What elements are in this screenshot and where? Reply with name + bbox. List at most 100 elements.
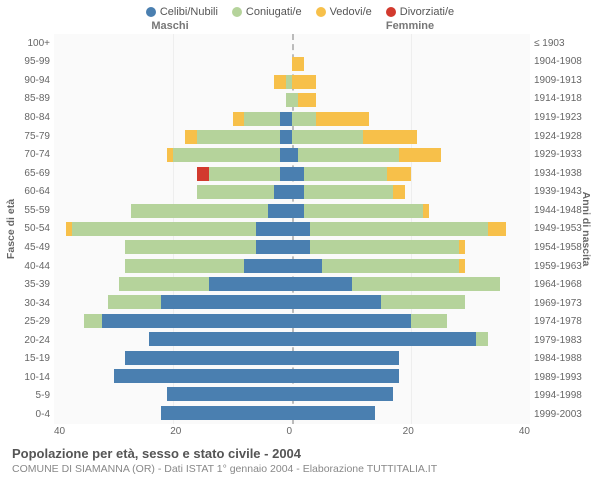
bar-segment-con xyxy=(197,130,280,144)
bar-row xyxy=(292,387,530,401)
xtick: 40 xyxy=(54,426,65,440)
bar-row xyxy=(292,130,530,144)
bar-row xyxy=(54,332,292,346)
bar-segment-con xyxy=(304,185,393,199)
bar-segment-con xyxy=(131,204,268,218)
bar-row xyxy=(54,75,292,89)
legend-swatch xyxy=(232,7,242,17)
age-tick: 80-84 xyxy=(10,112,50,123)
age-tick: 90-94 xyxy=(10,75,50,86)
bar-segment-con xyxy=(292,112,316,126)
bar-segment-cel xyxy=(292,240,310,254)
bar-segment-div xyxy=(197,167,209,181)
bar-segment-cel xyxy=(292,332,476,346)
bar-segment-cel xyxy=(292,314,411,328)
bar-row xyxy=(54,295,292,309)
male-side xyxy=(54,34,292,424)
age-tick: 20-24 xyxy=(10,335,50,346)
bar-segment-con xyxy=(292,130,363,144)
gender-labels: Maschi Femmine xyxy=(10,20,590,32)
bar-segment-con xyxy=(125,240,256,254)
bar-segment-cel xyxy=(292,277,352,291)
bar-segment-cel xyxy=(244,259,292,273)
bar-segment-con xyxy=(298,148,399,162)
year-tick: 1934-1938 xyxy=(534,168,590,179)
bar-segment-ved xyxy=(316,112,370,126)
legend-swatch xyxy=(146,7,156,17)
bar-segment-con xyxy=(84,314,102,328)
year-tick: 1914-1918 xyxy=(534,93,590,104)
bars-area xyxy=(54,34,530,424)
bar-segment-cel xyxy=(167,387,292,401)
bar-segment-cel xyxy=(274,185,292,199)
bar-segment-con xyxy=(108,295,162,309)
bar-segment-cel xyxy=(256,222,292,236)
bar-row xyxy=(54,148,292,162)
age-tick: 10-14 xyxy=(10,372,50,383)
bar-row xyxy=(54,351,292,365)
bar-segment-cel xyxy=(161,295,292,309)
age-tick: 70-74 xyxy=(10,149,50,160)
bar-segment-ved xyxy=(459,240,465,254)
bar-row xyxy=(54,277,292,291)
bar-segment-cel xyxy=(292,387,393,401)
bar-segment-con xyxy=(72,222,256,236)
bar-row xyxy=(292,185,530,199)
year-tick: 1924-1928 xyxy=(534,131,590,142)
bar-row xyxy=(292,259,530,273)
bar-segment-con xyxy=(197,185,274,199)
bar-segment-cel xyxy=(125,351,292,365)
legend-swatch xyxy=(316,7,326,17)
yaxis-right-label: Anni di nascita xyxy=(580,192,592,267)
xticks-male: 40200 xyxy=(54,426,292,440)
bar-segment-con xyxy=(125,259,244,273)
age-tick: 40-44 xyxy=(10,261,50,272)
year-tick: 1984-1988 xyxy=(534,353,590,364)
bar-segment-cel xyxy=(149,332,292,346)
legend-item: Coniugati/e xyxy=(232,6,302,18)
bar-row xyxy=(292,57,530,71)
bar-segment-con xyxy=(173,148,280,162)
age-tick: 15-19 xyxy=(10,353,50,364)
bar-row xyxy=(54,93,292,107)
year-tick: 1929-1933 xyxy=(534,149,590,160)
age-tick: 25-29 xyxy=(10,316,50,327)
bar-segment-cel xyxy=(292,351,399,365)
bar-segment-ved xyxy=(393,185,405,199)
bar-segment-ved xyxy=(399,148,441,162)
bar-row xyxy=(54,130,292,144)
bar-segment-ved xyxy=(423,204,429,218)
bar-row xyxy=(292,222,530,236)
bar-segment-con xyxy=(209,167,280,181)
legend-label: Vedovi/e xyxy=(330,6,372,18)
bar-row xyxy=(292,295,530,309)
bar-row xyxy=(292,369,530,383)
year-tick: 1909-1913 xyxy=(534,75,590,86)
age-tick: 60-64 xyxy=(10,186,50,197)
bar-segment-cel xyxy=(292,167,304,181)
legend-label: Coniugati/e xyxy=(246,6,302,18)
age-tick: 75-79 xyxy=(10,131,50,142)
year-tick: 1919-1923 xyxy=(534,112,590,123)
bar-segment-cel xyxy=(114,369,293,383)
bar-segment-cel xyxy=(292,259,322,273)
bar-segment-cel xyxy=(292,185,304,199)
legend-label: Celibi/Nubili xyxy=(160,6,218,18)
bar-segment-con xyxy=(411,314,447,328)
bar-row xyxy=(292,332,530,346)
bar-segment-cel xyxy=(280,148,292,162)
plot-area: Fasce di età Anni di nascita 100+95-9990… xyxy=(10,34,590,424)
bar-row xyxy=(54,38,292,52)
bar-row xyxy=(292,93,530,107)
bar-row xyxy=(54,112,292,126)
bar-segment-con xyxy=(304,167,387,181)
year-tick: 1969-1973 xyxy=(534,298,590,309)
bar-segment-con xyxy=(381,295,464,309)
bar-segment-ved xyxy=(292,75,316,89)
age-tick: 30-34 xyxy=(10,298,50,309)
year-tick: ≤ 1903 xyxy=(534,38,590,49)
bar-row xyxy=(54,185,292,199)
bar-row xyxy=(292,351,530,365)
bar-row xyxy=(54,240,292,254)
bar-row xyxy=(292,38,530,52)
